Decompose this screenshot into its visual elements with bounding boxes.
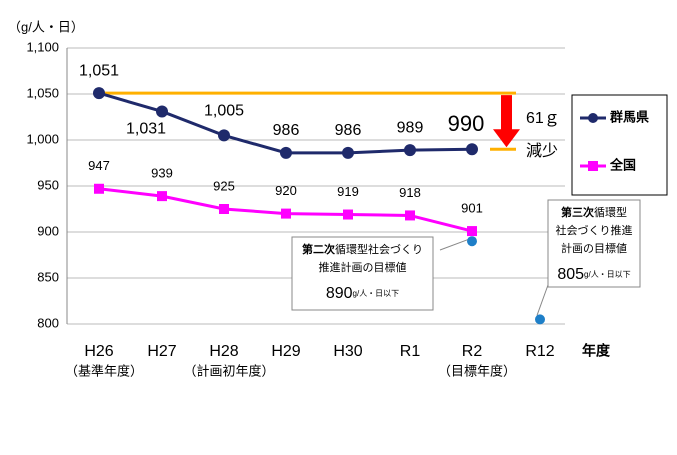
data-label: 986 — [335, 122, 362, 139]
y-tick-label: 850 — [37, 269, 59, 284]
legend-marker — [588, 161, 598, 171]
data-label: 1,051 — [79, 62, 119, 79]
category-note: （計画初年度） — [183, 363, 274, 378]
y-tick-label: 900 — [37, 223, 59, 238]
data-label: 919 — [337, 184, 359, 199]
x-tick-label: R1 — [400, 343, 421, 360]
target-heading-bold: 第二次 — [302, 242, 335, 256]
target-value: 805g/人・日以下 — [557, 266, 630, 283]
target-heading: 第三次循環型 — [561, 205, 627, 219]
target-heading-bold: 第三次 — [561, 205, 594, 219]
target-heading-rest: 循環型 — [594, 205, 627, 219]
data-label: 939 — [151, 166, 173, 181]
marker — [93, 87, 105, 100]
target-value-num: 805 — [557, 266, 584, 283]
marker — [280, 146, 292, 159]
marker — [219, 204, 229, 214]
data-label: 1,031 — [126, 121, 166, 138]
x-tick-label: R2 — [462, 343, 483, 360]
marker — [467, 226, 477, 237]
marker — [157, 191, 167, 202]
target-unit: g/人・日以下 — [353, 289, 400, 298]
x-tick-label: H30 — [333, 343, 362, 360]
target-point — [467, 236, 477, 247]
target-value: 890g/人・日以下 — [326, 285, 399, 302]
category-note: （目標年度） — [438, 363, 516, 378]
target-value-num: 890 — [326, 285, 353, 302]
data-label: 920 — [275, 183, 297, 198]
legend-label: 群馬県 — [610, 109, 649, 124]
marker — [281, 208, 291, 219]
x-tick-label: H27 — [147, 343, 176, 360]
target-line-text: 計画の目標値 — [561, 241, 627, 255]
legend-marker — [588, 113, 598, 123]
marker — [466, 143, 478, 156]
x-tick-label: H26 — [84, 343, 113, 360]
marker — [343, 209, 353, 220]
target-heading-rest: 循環型社会づくり — [335, 242, 423, 256]
reduction-text: 減少 — [526, 142, 558, 160]
target-unit: g/人・日以下 — [584, 270, 631, 279]
leader-line — [536, 284, 549, 316]
y-tick-label: 1,050 — [26, 85, 59, 100]
target-line-text: 社会づくり推進 — [556, 223, 633, 237]
data-label: 918 — [399, 185, 421, 200]
marker — [218, 129, 230, 142]
x-tick-label: H28 — [209, 343, 238, 360]
marker — [342, 146, 354, 159]
data-label: 925 — [213, 178, 235, 193]
target-box — [291, 236, 434, 311]
target-line-text: 推進計画の目標値 — [319, 260, 407, 274]
y-axis-label: （g/人・日） — [8, 19, 84, 34]
leader-line — [439, 238, 470, 251]
category-note: （基準年度） — [65, 363, 143, 378]
data-label: 989 — [397, 119, 424, 136]
reduction-arrow — [493, 95, 520, 148]
x-tick-label: H29 — [271, 343, 300, 360]
data-label: 1,005 — [204, 103, 244, 120]
y-tick-label: 1,100 — [26, 39, 59, 54]
data-label: 947 — [88, 158, 110, 173]
marker — [404, 144, 416, 157]
x-axis-label: 年度 — [582, 343, 611, 359]
x-tick-label: R12 — [525, 343, 554, 360]
marker — [94, 183, 104, 194]
reduction-label: 61ｇ — [526, 110, 560, 127]
y-tick-label: 800 — [37, 315, 59, 330]
legend-label: 全国 — [609, 157, 636, 172]
marker — [156, 105, 168, 118]
y-tick-label: 1,000 — [26, 131, 59, 146]
marker — [405, 210, 415, 221]
data-label: 901 — [461, 201, 483, 216]
data-label: 986 — [273, 122, 300, 139]
target-box — [547, 199, 641, 288]
target-heading: 第二次循環型社会づくり — [302, 242, 423, 256]
y-tick-label: 950 — [37, 177, 59, 192]
legend-box — [571, 94, 668, 196]
data-label: 990 — [448, 111, 485, 136]
target-point — [535, 314, 545, 325]
